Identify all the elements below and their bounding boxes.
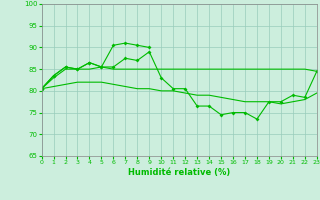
- X-axis label: Humidité relative (%): Humidité relative (%): [128, 168, 230, 177]
